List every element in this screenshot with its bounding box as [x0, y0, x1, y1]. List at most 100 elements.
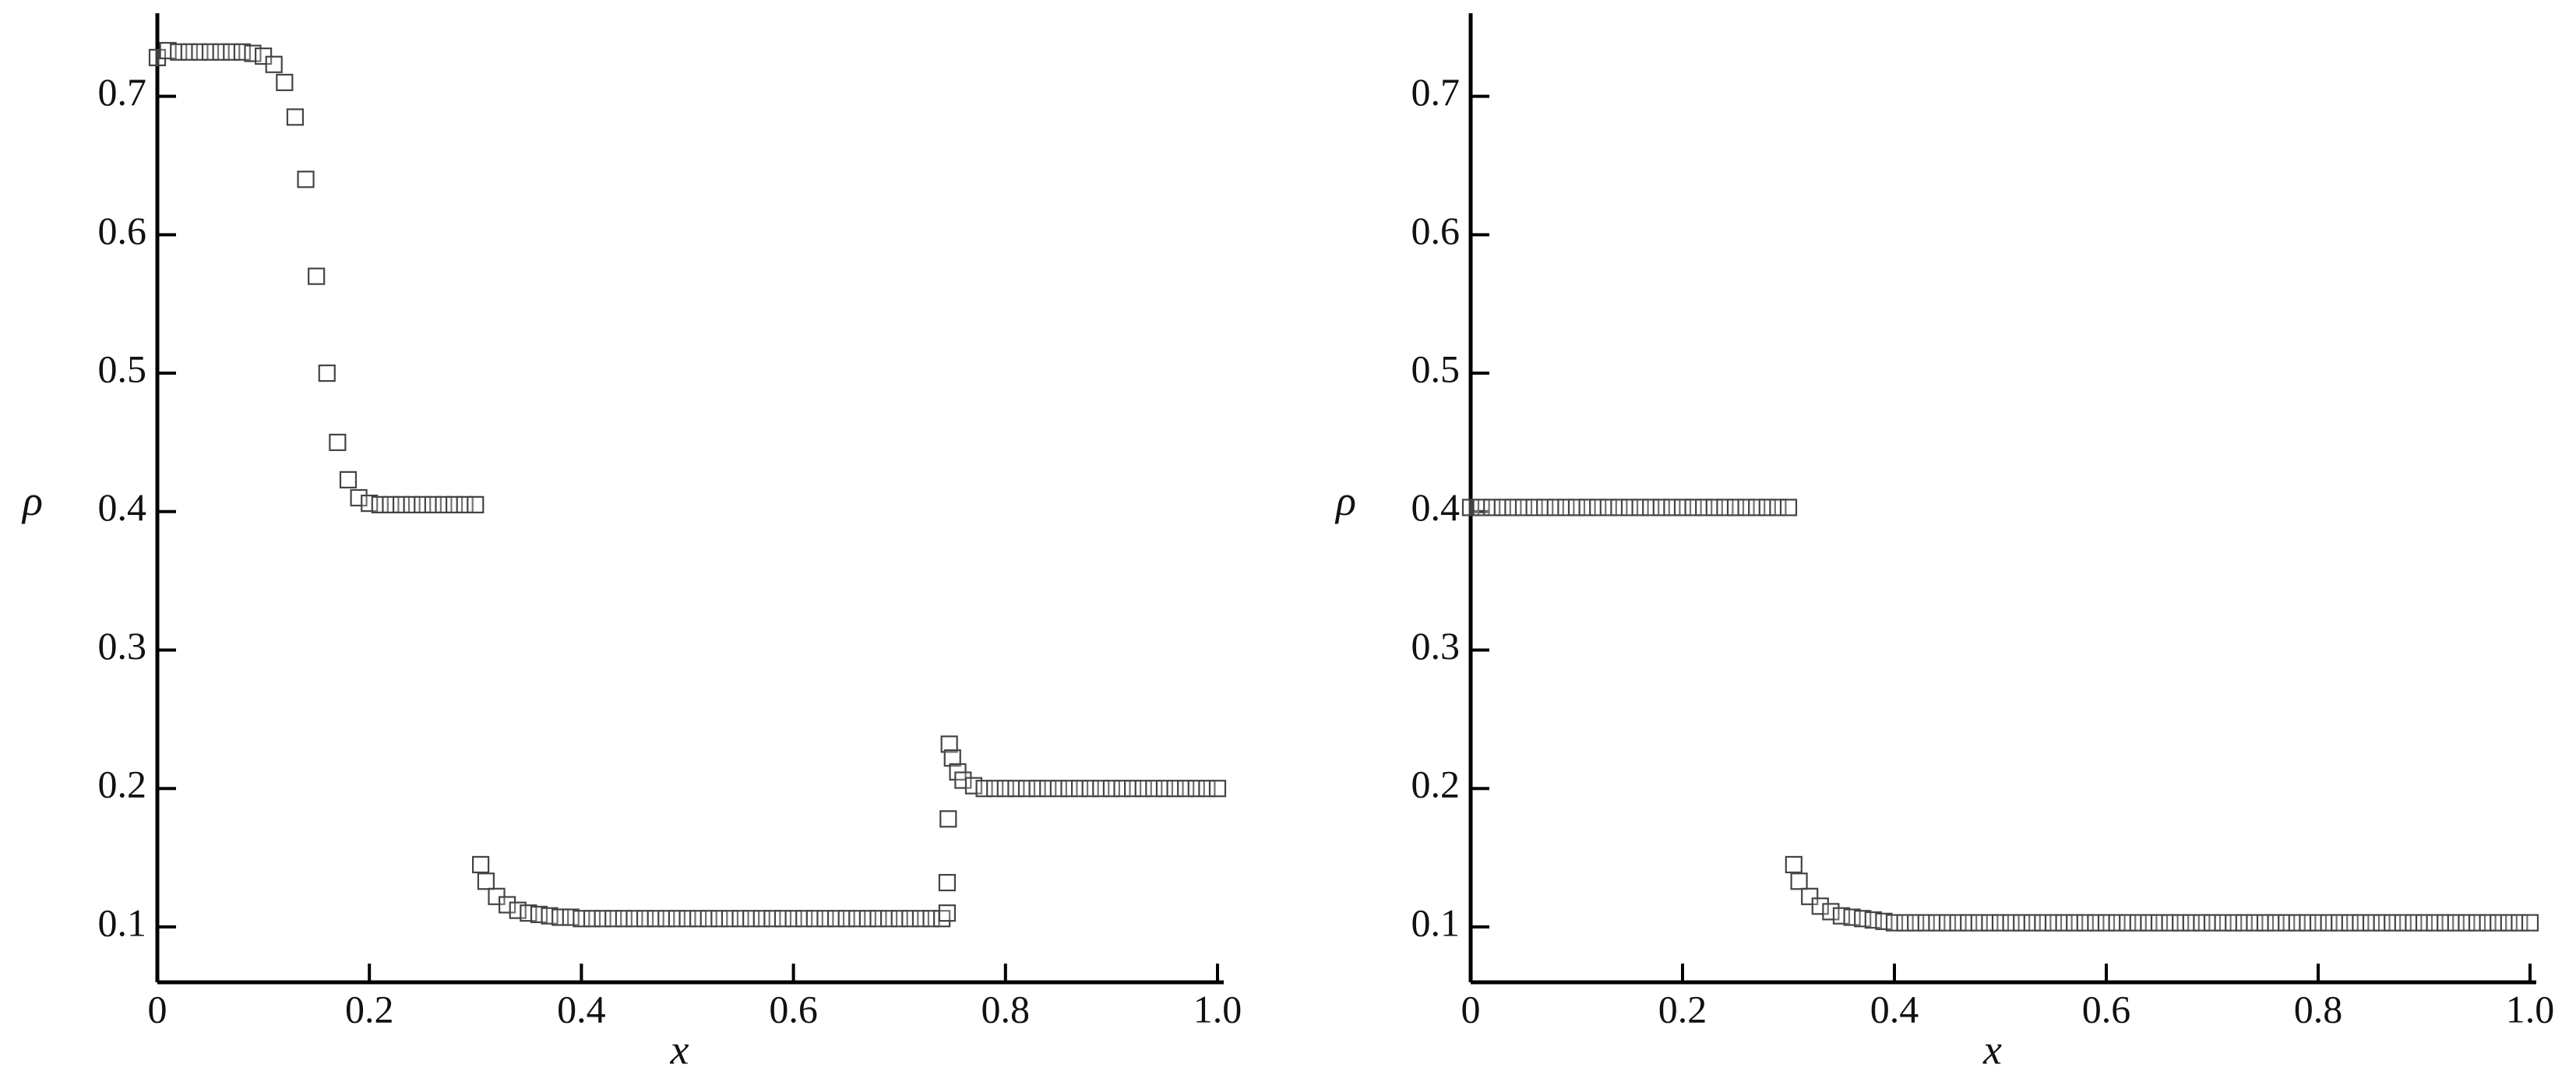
marker — [223, 43, 241, 61]
y-tick-label: 0.1 — [98, 900, 147, 944]
marker — [1917, 914, 1935, 932]
marker — [1705, 499, 1723, 516]
marker — [1896, 914, 1914, 932]
marker — [657, 910, 675, 928]
marker — [562, 908, 580, 926]
marker — [583, 910, 601, 928]
marker — [816, 910, 834, 928]
marker — [2066, 914, 2084, 932]
y-tick-label: 0.4 — [98, 485, 147, 529]
marker — [1567, 499, 1586, 516]
marker — [996, 780, 1014, 798]
marker — [329, 433, 347, 452]
marker — [2447, 914, 2465, 932]
marker — [975, 780, 993, 798]
marker — [1155, 780, 1174, 798]
y-tick-label: 0.3 — [1411, 624, 1461, 668]
marker — [986, 780, 1004, 798]
marker — [2193, 914, 2211, 932]
marker — [1483, 499, 1501, 516]
marker — [795, 910, 813, 928]
marker — [2002, 914, 2020, 932]
marker — [1652, 499, 1670, 516]
marker — [2320, 914, 2338, 932]
marker — [530, 905, 548, 924]
marker — [1124, 780, 1142, 798]
marker — [2341, 914, 2359, 932]
marker — [636, 910, 654, 928]
marker — [456, 495, 474, 513]
marker — [297, 171, 315, 189]
marker — [1198, 780, 1216, 798]
marker — [1039, 780, 1057, 798]
marker — [731, 910, 749, 928]
y-tick-label: 0.4 — [1411, 485, 1461, 529]
marker — [2521, 914, 2539, 932]
marker — [212, 43, 230, 61]
marker — [2246, 914, 2264, 932]
marker — [170, 43, 188, 61]
marker — [933, 910, 951, 928]
marker — [2055, 914, 2073, 932]
marker — [1102, 780, 1121, 798]
marker — [520, 904, 537, 922]
marker — [2426, 914, 2444, 932]
marker — [879, 910, 898, 928]
marker — [2468, 914, 2486, 932]
marker — [1546, 499, 1564, 516]
y-tick-label: 0.5 — [98, 347, 147, 391]
marker — [700, 910, 717, 928]
marker — [414, 495, 432, 513]
marker — [1737, 499, 1755, 516]
marker — [689, 910, 707, 928]
marker — [784, 910, 802, 928]
marker — [201, 43, 220, 61]
marker — [2129, 914, 2147, 932]
x-tick-label: 0.8 — [2294, 987, 2343, 1031]
marker — [1134, 780, 1152, 798]
marker — [308, 267, 326, 285]
marker — [1949, 914, 1967, 932]
marker — [826, 910, 845, 928]
marker — [1726, 499, 1745, 516]
marker — [1461, 499, 1480, 516]
marker — [276, 73, 294, 91]
marker — [2076, 914, 2094, 932]
marker — [2331, 914, 2349, 932]
marker — [2384, 914, 2402, 932]
marker — [954, 771, 972, 789]
marker — [382, 495, 400, 513]
marker — [1049, 780, 1067, 798]
marker — [911, 910, 930, 928]
marker — [1843, 908, 1861, 926]
marker — [1748, 499, 1766, 516]
marker — [2182, 914, 2200, 932]
x-tick-label: 0.6 — [2082, 987, 2131, 1031]
marker — [1663, 499, 1681, 516]
marker — [339, 471, 358, 488]
marker — [1081, 780, 1099, 798]
marker — [1208, 780, 1227, 798]
marker — [1017, 780, 1036, 798]
marker — [2278, 914, 2296, 932]
marker — [2235, 914, 2253, 932]
marker — [1113, 780, 1131, 798]
marker — [2172, 914, 2190, 932]
marker — [477, 872, 495, 890]
y-tick-label: 0.3 — [98, 624, 147, 668]
marker — [2437, 914, 2454, 932]
marker — [1801, 887, 1819, 905]
marker — [424, 495, 442, 513]
marker — [848, 910, 866, 928]
marker — [604, 910, 622, 928]
marker — [1187, 780, 1205, 798]
marker — [1620, 499, 1639, 516]
marker — [594, 910, 611, 928]
marker — [2150, 914, 2169, 932]
y-axis-label: ρ — [21, 478, 43, 524]
marker — [2267, 914, 2285, 932]
marker — [647, 910, 664, 928]
marker — [837, 910, 855, 928]
marker — [2034, 914, 2052, 932]
marker — [2405, 914, 2423, 932]
